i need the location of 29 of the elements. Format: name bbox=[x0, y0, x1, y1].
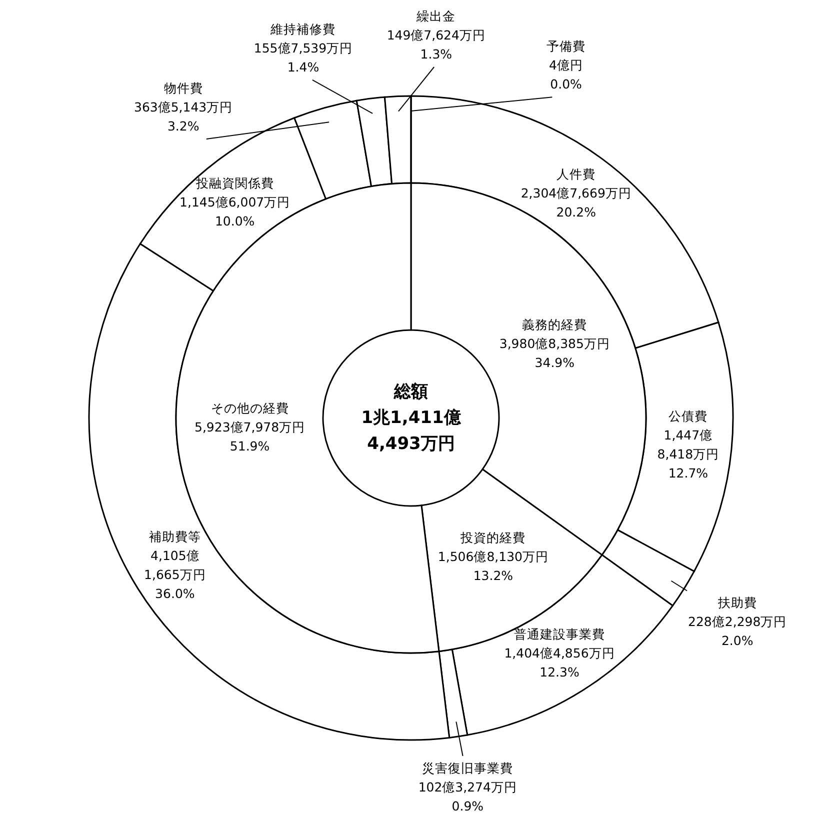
data-label: 149億7,624万円 1.3% bbox=[386, 28, 486, 62]
data-label: 3,980億8,385万円 34.9% bbox=[499, 336, 610, 370]
slice-label: 扶助費 bbox=[716, 595, 757, 610]
data-label: 4,105億1,665万円 36.0% bbox=[144, 548, 206, 602]
slice-label: その他の経費 bbox=[210, 400, 289, 416]
data-label: 155億7,539万円 1.4% bbox=[254, 40, 353, 74]
data-label: 1,447億8,418万円 12.7% bbox=[657, 428, 720, 481]
data-label: 1,145億6,007万円 10.0% bbox=[180, 194, 290, 228]
category-label: 予備費 bbox=[546, 38, 586, 54]
slice-label: 災害復旧事業費 bbox=[422, 760, 514, 776]
data-label: 363億5,143万円 3.2% bbox=[134, 100, 233, 134]
data-label: 1,506億8,130万円 13.2% bbox=[438, 549, 548, 584]
text: 4億円 0.0% bbox=[549, 58, 584, 92]
slice-label: 普通建設事業費 bbox=[514, 626, 605, 642]
slice-label: 維持補修費 bbox=[270, 21, 336, 36]
data-label: 102億3,274万円 0.9% bbox=[418, 780, 517, 814]
data-label: 1,404億4,856万円 12.3% bbox=[504, 646, 615, 680]
data-label: 228億2,298万円 2.0% bbox=[688, 614, 787, 648]
slice-label: 補助費等 bbox=[148, 529, 201, 544]
slice-label: 人件費 bbox=[556, 166, 596, 182]
slice-label: 投資的経費 bbox=[460, 530, 526, 546]
slice-label: 物件費 bbox=[164, 80, 203, 96]
data-label: 5,923億7,978万円 51.9% bbox=[194, 420, 306, 454]
slice-label: 公債費 bbox=[668, 408, 708, 424]
slice-label: 義務的経費 bbox=[522, 317, 588, 332]
data-label: 2,304億7,669万円 20.2% bbox=[520, 186, 632, 220]
slice-label: 繰出金 bbox=[416, 8, 456, 24]
slice-label: 投融資関係費 bbox=[194, 175, 274, 190]
text: 総額 1兆1,411億 4,493万円 bbox=[361, 382, 462, 454]
